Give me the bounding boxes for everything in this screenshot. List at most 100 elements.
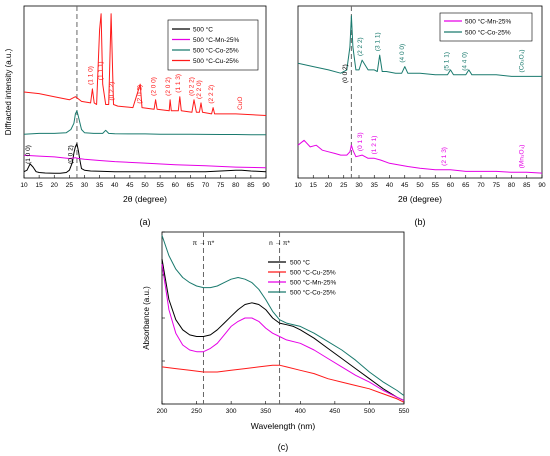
legend-label-co: 500 °C-Co-25%: [193, 47, 239, 55]
legend-c-label-500c: 500 °C: [290, 259, 310, 267]
panel-a-peak-label-12: (0 0 2): [67, 145, 74, 164]
panel-a-x-tick-label-85: 85: [247, 182, 255, 189]
panel-b-x-axis-label: 2θ (degree): [398, 194, 442, 204]
panel-a-peak-label-1: (0 2 2): [109, 82, 116, 101]
panel-a-x-tick-label-45: 45: [126, 182, 134, 189]
legend-b-label-mn: 500 °C-Mn-25%: [465, 18, 512, 26]
panel-b-x-tick-label-60: 60: [447, 182, 455, 189]
panel-b-series-500-c-mn-25: [297, 139, 543, 174]
panel-b-x-tick-label-75: 75: [493, 182, 501, 189]
panel-b-x-ticks: 10 15 20 25 30 35 40 45 50 55 60 65 70 75 80 85 90: [294, 175, 546, 189]
panel-a-peak-label-11: (1 0 0): [25, 145, 32, 164]
panel-c-legend: 500 °C 500 °C-Cu-25% 500 °C-Mn-25% 500 °…: [268, 259, 337, 297]
panel-b-x-tick-label-45: 45: [401, 182, 409, 189]
panel-c-y-axis-label: Absorbance (a.u.): [142, 286, 151, 350]
panel-a-x-ticks: 10 15 20 25 30 35 40 45 50 55 60 65 70 75 80 85 90: [20, 175, 270, 189]
panel-a-peak-label-10: CuO: [237, 97, 244, 110]
legend-c-label-co: 500 °C-Co-25%: [290, 289, 336, 297]
panel-b-peak-label-8: (1 2 1): [371, 136, 378, 155]
panel-b-peak-label-6: (0 0 2): [342, 64, 349, 83]
panel-c-x-tick-label-550: 550: [399, 408, 410, 415]
panel-a-legend: 500 °C 500 °C-Mn-25% 500 °C-Co-25% 500 °…: [167, 19, 259, 71]
panel-a-peak-label-9: (2 2 2): [208, 85, 215, 104]
panel-a-x-tick-label-90: 90: [262, 182, 270, 189]
panel-a-x-tick-label-35: 35: [96, 182, 104, 189]
panel-a-series-500-c-cu-25: [23, 13, 267, 116]
panel-a-peak-label-8: (2 2 0): [196, 80, 203, 99]
panel-c-series-500-c: [161, 258, 405, 402]
panel-c-reference-lines: π → π* n → π*: [193, 232, 290, 404]
panel-a-x-tick-label-50: 50: [141, 182, 149, 189]
panel-a-x-tick-label-80: 80: [232, 182, 240, 189]
panel-a-x-tick-label-65: 65: [187, 182, 195, 189]
panel-a-peak-label-0: (1 1 1): [98, 61, 105, 80]
panel-b-x-tick-label-30: 30: [355, 182, 363, 189]
panel-b-x-tick-label-65: 65: [462, 182, 470, 189]
panel-a-x-tick-label-75: 75: [217, 182, 225, 189]
panel-a-x-tick-label-20: 20: [51, 182, 59, 189]
panel-a-peak-label-2: (1 1 0): [87, 66, 94, 85]
panel-a-peak-label-4: (2 0 0): [151, 77, 158, 96]
panel-a-y-axis-label: Diffracted intensity (a.u.): [4, 48, 13, 135]
legend-label-500c: 500 °C: [193, 26, 213, 34]
panel-a-peak-label-5: (2 0 2): [165, 77, 172, 96]
panel-a-x-tick-label-70: 70: [202, 182, 210, 189]
panel-a-annotations: (1 1 1) (0 2 2) (1 1 0) (2 0 2) (2 0 0) (2 0 …: [25, 61, 244, 164]
panel-b-peak-label-10: (Mn₃O₄): [519, 145, 526, 169]
panel-a-xrd: (1 1 1) (0 2 2) (1 1 0) (2 0 2) (2 0 0) (2 0 …: [4, 5, 270, 227]
panel-c-uvvis: π → π* n → π* 200 250 300 350 400 450 500 550 Ab…: [142, 231, 410, 452]
panel-c-y-ticks: [162, 231, 165, 405]
panel-a-peak-label-6: (1 1 3): [175, 74, 182, 93]
panel-c-transition-label-1: n → π*: [269, 240, 290, 247]
panel-b-label: (b): [415, 217, 426, 227]
panel-a-peak-label-7: (0 2 2): [188, 77, 195, 96]
panel-b-peak-label-1: (3 1 1): [375, 32, 382, 51]
panel-b-peak-label-3: (5 1 1): [443, 52, 450, 71]
panel-b-x-tick-label-80: 80: [508, 182, 516, 189]
panel-c-series-500-c-co-25: [161, 235, 405, 397]
panel-a-series-500-c-co-25: [23, 110, 267, 136]
legend-label-cu: 500 °C-Cu-25%: [193, 57, 239, 65]
panel-c-x-tick-label-450: 450: [329, 408, 340, 415]
legend-b-label-co: 500 °C-Co-25%: [465, 29, 511, 37]
panel-c-x-ticks: 200 250 300 350 400 450 500 550: [157, 401, 410, 415]
panel-a-peak-label-3: (2 0 2): [137, 85, 144, 104]
panel-a-series-500-c: [23, 143, 267, 174]
panel-b-x-tick-label-15: 15: [310, 182, 318, 189]
panel-a-x-tick-label-10: 10: [20, 182, 28, 189]
panel-c-x-tick-label-350: 350: [260, 408, 271, 415]
panel-a-x-tick-label-60: 60: [172, 182, 180, 189]
panel-c-x-tick-label-500: 500: [364, 408, 375, 415]
panel-a-x-axis-label: 2θ (degree): [123, 194, 167, 204]
panel-b-x-tick-label-10: 10: [294, 182, 302, 189]
panel-b-x-tick-label-20: 20: [325, 182, 333, 189]
panel-b-series-group: [297, 15, 543, 174]
panel-b-peak-label-0: (2 2 2): [357, 37, 364, 56]
panel-b-xrd: (2 2 2) (3 1 1) (4 0 0) (5 1 1) (4 4 0) (Co₃O…: [294, 5, 546, 227]
panel-c-series-500-c-mn-25: [161, 263, 405, 402]
panel-b-x-tick-label-90: 90: [538, 182, 546, 189]
panel-a-x-tick-label-55: 55: [157, 182, 165, 189]
panel-b-peak-label-9: (2 1 3): [441, 147, 448, 166]
panel-c-x-axis-label: Wavelength (nm): [251, 421, 316, 431]
legend-c-label-mn: 500 °C-Mn-25%: [290, 279, 337, 287]
panel-b-legend-box: [439, 12, 533, 42]
panel-b-x-tick-label-35: 35: [371, 182, 379, 189]
panel-a-x-tick-label-30: 30: [81, 182, 89, 189]
panel-a-x-tick-label-25: 25: [66, 182, 74, 189]
panel-b-x-tick-label-25: 25: [340, 182, 348, 189]
panel-a-series-500-c-mn-25: [23, 154, 267, 169]
panel-a-series-group: [23, 13, 267, 174]
panel-c-x-tick-label-200: 200: [157, 408, 168, 415]
panel-a-x-tick-label-15: 15: [36, 182, 44, 189]
legend-c-label-cu: 500 °C-Cu-25%: [290, 269, 336, 277]
panel-b-series-500-c-co-25: [297, 15, 542, 77]
panel-b-x-tick-label-70: 70: [477, 182, 485, 189]
panel-c-x-tick-label-400: 400: [295, 408, 306, 415]
panel-b-x-tick-label-55: 55: [432, 182, 440, 189]
panel-b-peak-label-4: (4 4 0): [461, 52, 468, 71]
panel-b-legend: 500 °C-Mn-25% 500 °C-Co-25%: [439, 12, 533, 42]
legend-label-mn: 500 °C-Mn-25%: [193, 36, 240, 44]
panel-c-transition-label-0: π → π*: [193, 240, 215, 247]
